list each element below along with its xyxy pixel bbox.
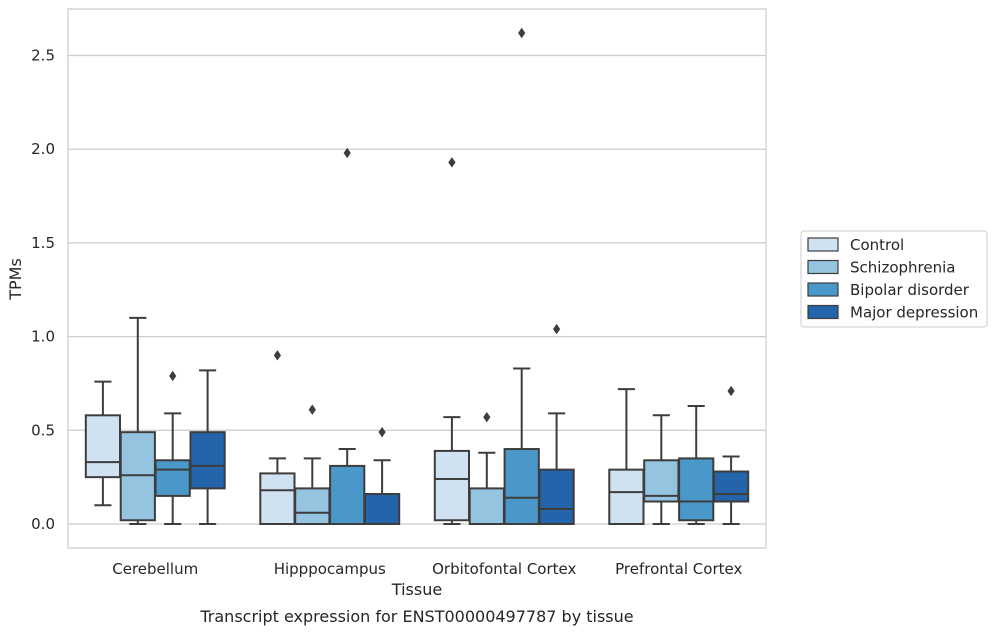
x-tick-label: Cerebellum [112, 560, 198, 578]
y-tick-label: 2.0 [31, 140, 55, 158]
legend-label: Bipolar disorder [850, 281, 970, 299]
legend-swatch [807, 282, 839, 297]
outlier-marker [378, 426, 386, 438]
box-1-1 [294, 404, 331, 526]
grid-layer [68, 54, 766, 525]
box-2-0 [433, 157, 471, 525]
legend-swatch [807, 259, 839, 275]
legend-label: Control [850, 236, 904, 254]
box-body [363, 493, 401, 525]
outlier-marker [483, 411, 491, 423]
box-2-1 [468, 411, 505, 526]
outlier-marker [553, 323, 561, 335]
plot-frame [67, 8, 767, 549]
box-0-1 [119, 316, 156, 525]
box-body [189, 431, 226, 490]
y-axis-title: TPMs [6, 258, 25, 301]
outlier-marker [273, 350, 281, 361]
outlier-marker [727, 385, 735, 397]
box-body [608, 468, 645, 525]
outlier-marker [448, 157, 456, 168]
box-0-0 [84, 380, 122, 507]
box-3-1 [643, 414, 680, 525]
outlier-marker [518, 27, 526, 39]
box-body [294, 487, 331, 526]
box-layer [84, 27, 750, 526]
box-1-2 [329, 147, 366, 526]
y-tick-label: 1.0 [31, 328, 55, 346]
chart-caption: Transcript expression for ENST0000049778… [199, 607, 633, 626]
legend-swatch [807, 237, 839, 252]
y-tick-label: 0.5 [31, 421, 55, 439]
box-2-2 [503, 27, 540, 526]
box-3-0 [608, 388, 645, 525]
box-2-3 [538, 323, 575, 525]
legend: Control Schizophrenia Bipolar disorder Majo… [800, 230, 988, 328]
y-tick-label: 0.0 [31, 515, 55, 533]
box-body [259, 472, 296, 526]
box-1-0 [259, 350, 296, 526]
y-tick-label: 2.5 [31, 47, 55, 65]
outlier-marker [169, 370, 177, 382]
y-tick-labels: 0.0 0.5 1.0 1.5 2.0 2.5 [31, 47, 55, 534]
box-0-2 [154, 370, 191, 525]
box-3-2 [678, 404, 715, 525]
box-body [84, 414, 122, 479]
legend-label: Schizophrenia [850, 259, 955, 277]
outlier-marker [308, 404, 316, 415]
box-body [643, 459, 680, 503]
x-tick-labels: Cerebellum Hipppocampus Orbitofontal Corte… [112, 560, 742, 578]
legend-label: Major depression [850, 304, 978, 322]
box-body [678, 457, 715, 522]
x-tick-label: Prefrontal Cortex [615, 560, 742, 578]
box-0-3 [189, 369, 226, 525]
y-tick-label: 1.5 [31, 234, 55, 252]
legend-swatch [807, 304, 839, 320]
box-body [712, 470, 750, 503]
box-3-3 [712, 385, 750, 525]
box-1-3 [363, 426, 401, 525]
legend-items: Control Schizophrenia Bipolar disorder Majo… [807, 236, 978, 322]
box-body [468, 487, 505, 526]
box-body [433, 449, 471, 522]
x-tick-label: Hipppocampus [274, 560, 386, 578]
x-tick-label: Orbitofontal Cortex [432, 560, 576, 578]
box-body [154, 459, 191, 497]
box-body [329, 464, 366, 526]
legend-frame [800, 230, 988, 328]
x-axis-title: Tissue [391, 580, 442, 599]
outlier-marker [343, 147, 351, 159]
box-body [538, 468, 575, 525]
box-body [503, 448, 540, 526]
